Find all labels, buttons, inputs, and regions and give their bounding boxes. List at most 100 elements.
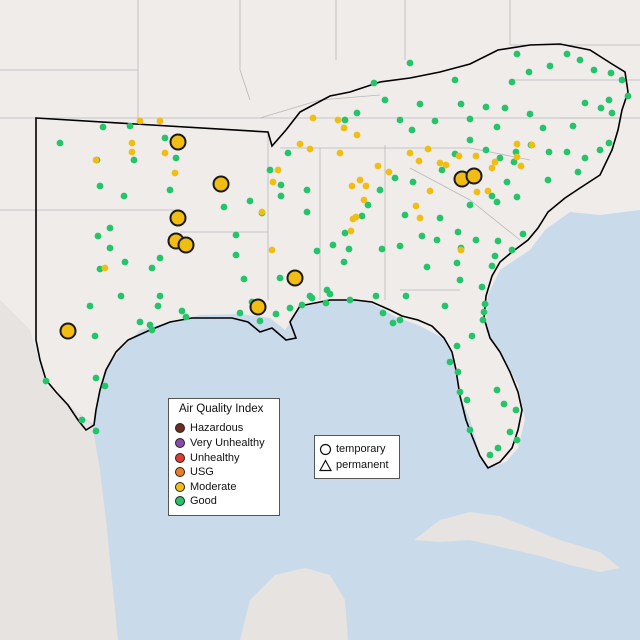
good-monitor-point[interactable] [486,451,494,459]
good-monitor-point[interactable] [563,50,571,58]
good-monitor-points[interactable] [42,50,632,459]
temporary-moderate-monitor[interactable] [286,269,304,287]
good-monitor-point[interactable] [161,134,169,142]
moderate-monitor-point[interactable] [92,156,100,164]
good-monitor-point[interactable] [286,304,294,312]
good-monitor-point[interactable] [277,181,285,189]
moderate-monitor-point[interactable] [488,164,496,172]
good-monitor-point[interactable] [408,126,416,134]
good-monitor-point[interactable] [510,158,518,166]
good-monitor-point[interactable] [576,56,584,64]
moderate-monitor-point[interactable] [406,149,414,157]
good-monitor-point[interactable] [463,396,471,404]
good-monitor-point[interactable] [246,197,254,205]
good-monitor-point[interactable] [409,178,417,186]
moderate-monitor-point[interactable] [268,246,276,254]
moderate-monitor-point[interactable] [156,117,164,125]
good-monitor-point[interactable] [256,317,264,325]
good-monitor-point[interactable] [468,332,476,340]
moderate-monitor-point[interactable] [161,149,169,157]
moderate-monitor-point[interactable] [442,161,450,169]
good-monitor-point[interactable] [508,246,516,254]
good-monitor-point[interactable] [438,166,446,174]
good-monitor-point[interactable] [478,283,486,291]
good-monitor-point[interactable] [86,302,94,310]
good-monitor-point[interactable] [512,406,520,414]
good-monitor-point[interactable] [596,146,604,154]
good-monitor-point[interactable] [519,230,527,238]
good-monitor-point[interactable] [56,139,64,147]
moderate-monitor-point[interactable] [362,182,370,190]
moderate-monitor-point[interactable] [101,264,109,272]
good-monitor-point[interactable] [106,224,114,232]
moderate-monitor-point[interactable] [347,227,355,235]
good-monitor-point[interactable] [117,292,125,300]
moderate-monitor-point[interactable] [517,162,525,170]
good-monitor-point[interactable] [389,319,397,327]
temporary-moderate-monitor[interactable] [212,175,230,193]
good-monitor-point[interactable] [182,313,190,321]
moderate-monitor-point[interactable] [455,152,463,160]
moderate-monitor-point[interactable] [385,168,393,176]
good-monitor-point[interactable] [92,374,100,382]
good-monitor-point[interactable] [372,292,380,300]
good-monitor-point[interactable] [376,186,384,194]
good-monitor-point[interactable] [402,292,410,300]
good-monitor-point[interactable] [236,309,244,317]
good-monitor-point[interactable] [323,286,331,294]
good-monitor-point[interactable] [130,156,138,164]
good-monitor-point[interactable] [156,292,164,300]
good-monitor-point[interactable] [441,302,449,310]
moderate-monitor-point[interactable] [484,187,492,195]
good-monitor-point[interactable] [500,400,508,408]
good-monitor-point[interactable] [466,201,474,209]
good-monitor-point[interactable] [406,59,414,67]
good-monitor-point[interactable] [232,231,240,239]
good-monitor-point[interactable] [453,259,461,267]
good-monitor-point[interactable] [353,109,361,117]
good-monitor-point[interactable] [454,368,462,376]
good-monitor-point[interactable] [546,62,554,70]
good-monitor-point[interactable] [433,236,441,244]
moderate-monitor-point[interactable] [349,215,357,223]
moderate-monitor-point[interactable] [491,158,499,166]
good-monitor-point[interactable] [493,386,501,394]
good-monitor-point[interactable] [391,174,399,182]
good-monitor-point[interactable] [446,358,454,366]
good-monitor-point[interactable] [493,198,501,206]
good-monitor-point[interactable] [496,154,504,162]
moderate-monitor-points[interactable] [92,114,536,272]
good-monitor-point[interactable] [322,299,330,307]
good-monitor-point[interactable] [597,104,605,112]
good-monitor-point[interactable] [607,69,615,77]
good-monitor-point[interactable] [308,294,316,302]
large-moderate-monitor-points[interactable] [59,133,483,340]
good-monitor-point[interactable] [92,427,100,435]
moderate-monitor-point[interactable] [296,140,304,148]
moderate-monitor-point[interactable] [415,157,423,165]
good-monitor-point[interactable] [340,258,348,266]
good-monitor-point[interactable] [569,122,577,130]
moderate-monitor-point[interactable] [424,145,432,153]
good-monitor-point[interactable] [277,192,285,200]
good-monitor-point[interactable] [513,50,521,58]
moderate-monitor-point[interactable] [513,140,521,148]
good-monitor-point[interactable] [94,232,102,240]
good-monitor-point[interactable] [42,377,50,385]
good-monitor-point[interactable] [381,96,389,104]
good-monitor-point[interactable] [172,154,180,162]
good-monitor-point[interactable] [418,232,426,240]
good-monitor-point[interactable] [605,96,613,104]
moderate-monitor-point[interactable] [128,139,136,147]
good-monitor-point[interactable] [101,382,109,390]
good-monitor-point[interactable] [436,214,444,222]
good-monitor-point[interactable] [178,307,186,315]
temporary-moderate-monitor[interactable] [169,209,187,227]
good-monitor-point[interactable] [466,426,474,434]
good-monitor-point[interactable] [298,301,306,309]
good-monitor-point[interactable] [508,78,516,86]
good-monitor-point[interactable] [329,241,337,249]
good-monitor-point[interactable] [370,79,378,87]
moderate-monitor-point[interactable] [353,131,361,139]
